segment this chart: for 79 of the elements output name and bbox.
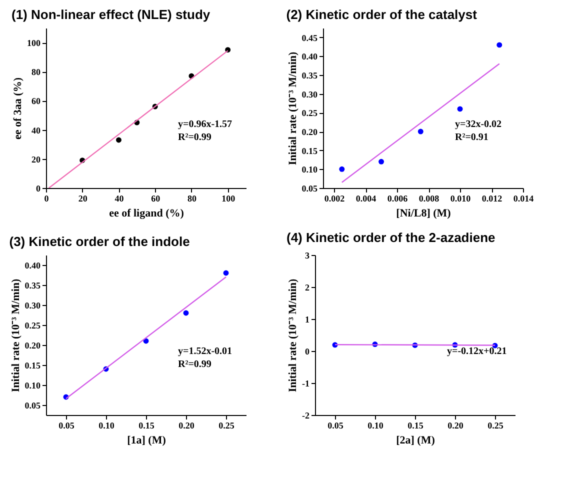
x-tick-label: 20 bbox=[78, 194, 88, 204]
x-tick-label: 0.20 bbox=[178, 420, 195, 430]
y-tick-label: 0.15 bbox=[24, 360, 41, 370]
point bbox=[418, 128, 424, 134]
chart-title: (3) Kinetic order of the indole bbox=[9, 234, 190, 249]
y-tick-label: 0.35 bbox=[302, 70, 318, 81]
y-axis-title: Initial rate (10⁻³ M/min) bbox=[286, 52, 299, 166]
y-tick-label: 1 bbox=[305, 314, 310, 324]
x-tick-label: 0.15 bbox=[138, 420, 155, 430]
y-tick-label: 0.15 bbox=[302, 146, 318, 156]
x-axis-title: ee of ligand (%) bbox=[109, 208, 184, 220]
x-tick-label: 0.25 bbox=[488, 420, 504, 430]
y-tick-label: 80 bbox=[32, 67, 41, 78]
x-tick-label: 40 bbox=[114, 194, 124, 204]
y-tick-label: 20 bbox=[32, 154, 41, 164]
y-tick-label: 0.30 bbox=[24, 300, 41, 310]
x-tick-label: 0.20 bbox=[448, 420, 464, 430]
x-tick-label: 60 bbox=[151, 194, 161, 204]
x-tick-label: 0 bbox=[44, 194, 50, 204]
x-tick-label: 0.006 bbox=[387, 194, 408, 204]
annotation: R²=0.91 bbox=[455, 132, 488, 143]
chart-title: (4) Kinetic order of the 2-azadiene bbox=[286, 230, 496, 245]
x-tick-label: 0.05 bbox=[58, 420, 75, 430]
y-tick-label: 0.05 bbox=[302, 184, 318, 194]
y-tick-label: 100 bbox=[27, 38, 41, 48]
x-tick-label: 0.10 bbox=[98, 420, 115, 430]
y-tick-label: 0 bbox=[36, 184, 41, 194]
y-tick-label: 60 bbox=[32, 96, 41, 106]
y-tick-label: 0 bbox=[305, 346, 310, 356]
x-tick-label: 0.05 bbox=[328, 420, 344, 430]
point bbox=[339, 166, 345, 172]
x-tick-label: 100 bbox=[222, 194, 236, 204]
point bbox=[496, 42, 502, 48]
point bbox=[457, 106, 463, 112]
y-axis-title: Initial rate (10⁻³ M/min) bbox=[10, 278, 22, 392]
x-tick-label: 0.15 bbox=[408, 420, 424, 430]
y-tick-label: 0.45 bbox=[302, 32, 318, 43]
y-tick-label: 40 bbox=[32, 125, 41, 136]
x-axis-title: [Ni/L8] (M) bbox=[396, 208, 452, 220]
y-tick-label: 0.10 bbox=[302, 164, 318, 175]
y-tick-label: 0.20 bbox=[24, 340, 41, 350]
x-tick-label: 0.25 bbox=[218, 420, 235, 430]
y-tick-label: 0.25 bbox=[302, 108, 318, 118]
x-axis-title: [1a] (M) bbox=[127, 434, 166, 446]
point bbox=[378, 158, 384, 164]
annotation: y=0.96x-1.57 bbox=[178, 119, 232, 130]
annotation: y=-0.12x+0.21 bbox=[447, 346, 507, 357]
y-axis-title: Initial rate (10⁻³ M/min) bbox=[287, 278, 300, 392]
annotation: R²=0.99 bbox=[178, 132, 212, 143]
x-tick-label: 0.010 bbox=[450, 194, 472, 204]
y-tick-label: 0.20 bbox=[302, 127, 318, 138]
point bbox=[116, 137, 122, 143]
annotation: y=32x-0.02 bbox=[455, 119, 502, 130]
y-axis-title: ee of 3aa (%) bbox=[12, 77, 24, 140]
point bbox=[223, 270, 229, 276]
y-tick-label: 0.40 bbox=[302, 52, 318, 62]
y-tick-label: 0.30 bbox=[302, 89, 318, 100]
x-tick-label: 0.004 bbox=[356, 194, 377, 204]
x-tick-label: 80 bbox=[187, 194, 197, 204]
point bbox=[183, 310, 189, 316]
y-tick-label: 0.25 bbox=[24, 320, 41, 330]
chart-title: (1) Non-linear effect (NLE) study bbox=[12, 7, 211, 22]
x-tick-label: 0.002 bbox=[324, 194, 346, 204]
y-tick-label: -2 bbox=[302, 410, 310, 420]
chart-title: (2) Kinetic order of the catalyst bbox=[286, 7, 478, 22]
y-tick-label: 0.35 bbox=[24, 280, 41, 290]
x-tick-label: 0.10 bbox=[368, 420, 384, 430]
annotation: y=1.52x-0.01 bbox=[178, 346, 232, 357]
y-tick-label: 2 bbox=[305, 282, 310, 292]
y-tick-label: 0.10 bbox=[24, 380, 41, 390]
y-tick-label: 3 bbox=[305, 250, 310, 260]
y-tick-label: -1 bbox=[302, 378, 310, 388]
annotation: R²=0.99 bbox=[178, 359, 212, 370]
y-tick-label: 0.05 bbox=[24, 400, 41, 410]
x-tick-label: 0.012 bbox=[482, 194, 503, 204]
x-tick-label: 0.008 bbox=[418, 194, 440, 204]
x-tick-label: 0.014 bbox=[513, 194, 534, 204]
y-tick-label: 0.40 bbox=[24, 260, 41, 270]
x-axis-title: [2a] (M) bbox=[396, 434, 436, 446]
